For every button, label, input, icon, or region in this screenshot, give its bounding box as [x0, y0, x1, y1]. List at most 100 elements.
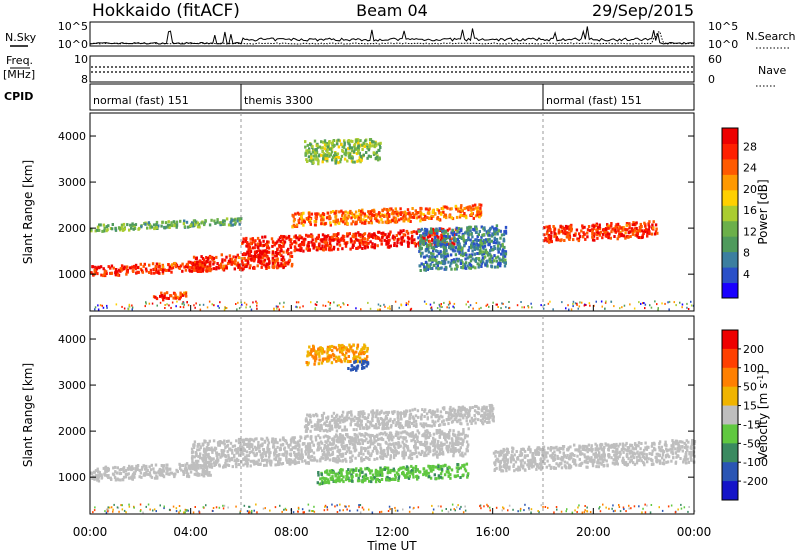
scatter-cell	[468, 411, 471, 414]
scatter-cell	[233, 267, 236, 271]
scatter-cell	[293, 451, 296, 454]
scatter-cell	[268, 459, 271, 463]
scatter-cell	[645, 227, 648, 231]
scatter-cell	[472, 239, 475, 243]
scatter-cell	[358, 212, 361, 216]
scatter-cell	[112, 266, 115, 270]
scatter-cell	[617, 227, 620, 231]
scatter-cell	[474, 421, 477, 425]
scatter-cell	[202, 303, 205, 306]
scatter-cell	[148, 302, 151, 305]
scatter-cell	[586, 231, 589, 235]
scatter-cell	[316, 442, 320, 446]
scatter-cell	[242, 448, 246, 452]
scatter-cell	[306, 442, 310, 446]
scatter-cell	[343, 152, 346, 156]
scatter-cell	[210, 446, 213, 450]
scatter-cell	[343, 436, 346, 440]
scatter-cell	[471, 406, 474, 409]
scatter-cell	[480, 306, 482, 309]
scatter-cell	[303, 425, 307, 429]
scatter-cell	[287, 260, 290, 264]
scatter-cell	[419, 234, 423, 238]
scatter-cell	[423, 255, 426, 259]
scatter-cell	[256, 264, 259, 268]
scatter-cell	[272, 265, 276, 269]
scatter-cell	[668, 300, 671, 303]
scatter-cell	[369, 307, 372, 310]
scatter-cell	[399, 422, 402, 425]
scatter-cell	[240, 257, 244, 260]
scatter-cell	[467, 300, 469, 303]
scatter-cell	[289, 254, 292, 258]
scatter-cell	[392, 211, 395, 215]
scatter-cell	[496, 240, 499, 244]
scatter-cell	[416, 437, 419, 440]
scatter-cell	[488, 241, 491, 245]
scatter-cell	[254, 239, 257, 243]
scatter-cell	[107, 224, 110, 228]
scatter-cell	[601, 305, 603, 308]
scatter-cell	[305, 158, 308, 162]
scatter-cell	[343, 444, 347, 448]
scatter-cell	[546, 230, 549, 234]
scatter-cell	[422, 263, 425, 267]
scatter-cell	[438, 260, 441, 264]
scatter-cell	[239, 263, 242, 267]
scatter-cell	[267, 257, 270, 261]
scatter-cell	[399, 435, 402, 439]
scatter-cell	[346, 222, 349, 226]
scatter-cell	[225, 307, 228, 309]
scatter-cell	[477, 257, 481, 260]
scatter-cell	[363, 434, 366, 438]
scatter-cell	[356, 435, 359, 439]
scatter-cell	[606, 224, 609, 228]
scatter-cell	[248, 444, 251, 448]
scatter-cell	[259, 251, 262, 255]
scatter-cell	[330, 248, 333, 252]
scatter-cell	[318, 154, 321, 158]
scatter-cell	[566, 233, 570, 237]
scatter-cell	[332, 219, 335, 223]
scatter-cell	[429, 303, 432, 306]
scatter-cell	[126, 473, 129, 476]
scatter-cell	[447, 433, 450, 436]
scatter-cell	[461, 246, 464, 250]
scatter-cell	[356, 442, 360, 445]
scatter-cell	[471, 419, 474, 423]
scatter-cell	[427, 246, 430, 250]
scatter-cell	[596, 236, 599, 240]
scatter-cell	[543, 239, 546, 243]
scatter-cell	[435, 234, 439, 238]
scatter-cell	[170, 471, 174, 475]
scatter-cell	[386, 425, 389, 428]
scatter-cell	[383, 303, 385, 306]
scatter-cell	[618, 225, 621, 229]
scatter-cell	[299, 242, 303, 246]
scatter-cell	[311, 440, 314, 444]
scatter-cell	[410, 307, 413, 310]
scatter-cell	[164, 221, 168, 225]
scatter-cell	[504, 252, 508, 256]
scatter-cell	[261, 459, 265, 462]
scatter-cell	[301, 459, 304, 463]
scatter-cell	[185, 468, 189, 472]
scatter-cell	[681, 303, 684, 306]
scatter-cell	[247, 442, 250, 446]
scatter-cell	[245, 457, 248, 461]
scatter-cell	[527, 305, 529, 307]
scatter-cell	[358, 432, 361, 436]
scatter-cell	[357, 150, 360, 154]
scatter-cell	[433, 245, 436, 249]
scatter-cell	[375, 143, 378, 147]
scatter-cell	[195, 256, 198, 260]
scatter-cell	[576, 304, 578, 306]
scatter-cell	[279, 302, 281, 305]
scatter-cell	[344, 222, 347, 226]
scatter-cell	[125, 272, 128, 276]
scatter-cell	[361, 433, 364, 437]
scatter-cell	[478, 203, 481, 207]
scatter-cell	[383, 238, 386, 242]
scatter-cell	[381, 421, 384, 425]
